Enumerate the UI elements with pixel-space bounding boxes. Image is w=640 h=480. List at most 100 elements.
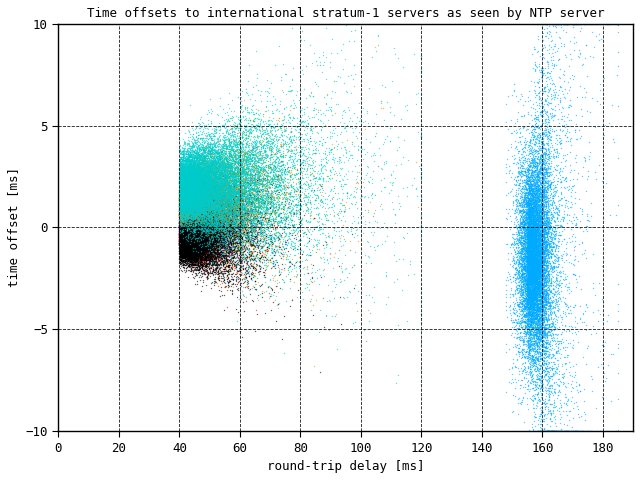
Point bbox=[529, 259, 539, 266]
Point bbox=[213, 156, 223, 164]
Point bbox=[177, 232, 187, 240]
Point bbox=[234, 193, 244, 201]
Point bbox=[528, 244, 538, 252]
Point bbox=[182, 198, 192, 206]
Point bbox=[543, 271, 553, 279]
Point bbox=[191, 221, 202, 228]
Point bbox=[196, 245, 206, 252]
Point bbox=[183, 229, 193, 237]
Point bbox=[540, 296, 550, 303]
Point bbox=[181, 237, 191, 244]
Point bbox=[180, 177, 191, 184]
Point bbox=[201, 188, 211, 196]
Point bbox=[532, 284, 542, 292]
Point bbox=[180, 190, 191, 197]
Point bbox=[186, 182, 196, 190]
Point bbox=[184, 194, 194, 202]
Point bbox=[180, 214, 190, 221]
Point bbox=[198, 240, 209, 248]
Point bbox=[510, 240, 520, 248]
Point bbox=[525, 276, 535, 284]
Point bbox=[554, 20, 564, 28]
Point bbox=[186, 210, 196, 218]
Point bbox=[175, 178, 185, 185]
Point bbox=[191, 244, 201, 252]
Point bbox=[186, 228, 196, 235]
Point bbox=[181, 180, 191, 187]
Point bbox=[200, 201, 211, 208]
Point bbox=[175, 235, 185, 242]
Point bbox=[188, 243, 198, 251]
Point bbox=[184, 236, 194, 244]
Point bbox=[184, 213, 195, 221]
Point bbox=[531, 255, 541, 263]
Point bbox=[190, 202, 200, 209]
Point bbox=[527, 197, 538, 205]
Point bbox=[205, 239, 215, 246]
Point bbox=[176, 217, 186, 225]
Point bbox=[177, 161, 187, 169]
Point bbox=[513, 159, 524, 167]
Point bbox=[202, 240, 212, 247]
Point bbox=[207, 244, 218, 252]
Point bbox=[520, 295, 531, 302]
Point bbox=[207, 208, 217, 216]
Point bbox=[212, 192, 222, 200]
Point bbox=[182, 208, 192, 216]
Point bbox=[212, 175, 223, 182]
Point bbox=[227, 213, 237, 221]
Point bbox=[181, 240, 191, 247]
Point bbox=[541, 267, 551, 275]
Point bbox=[200, 234, 211, 241]
Point bbox=[525, 311, 536, 319]
Point bbox=[543, 153, 554, 160]
Point bbox=[531, 263, 541, 270]
Point bbox=[220, 259, 230, 267]
Point bbox=[176, 241, 186, 249]
Point bbox=[188, 224, 198, 232]
Point bbox=[191, 181, 202, 189]
Point bbox=[524, 261, 534, 269]
Point bbox=[204, 226, 214, 234]
Point bbox=[564, 251, 575, 258]
Point bbox=[247, 170, 257, 178]
Point bbox=[519, 259, 529, 266]
Point bbox=[196, 170, 206, 178]
Point bbox=[202, 171, 212, 179]
Point bbox=[178, 232, 188, 240]
Point bbox=[179, 207, 189, 215]
Point bbox=[193, 199, 204, 207]
Point bbox=[274, 42, 284, 49]
Point bbox=[198, 240, 208, 247]
Point bbox=[529, 179, 540, 186]
Point bbox=[183, 164, 193, 171]
Point bbox=[209, 202, 220, 209]
Point bbox=[190, 246, 200, 253]
Point bbox=[536, 250, 547, 257]
Point bbox=[293, 224, 303, 232]
Point bbox=[223, 249, 233, 256]
Point bbox=[185, 173, 195, 181]
Point bbox=[179, 215, 189, 222]
Point bbox=[241, 148, 251, 156]
Point bbox=[177, 232, 187, 240]
Point bbox=[189, 179, 199, 187]
Point bbox=[219, 186, 229, 194]
Point bbox=[187, 230, 197, 238]
Point bbox=[228, 222, 239, 230]
Point bbox=[534, 248, 544, 256]
Point bbox=[194, 217, 204, 225]
Point bbox=[195, 187, 205, 194]
Point bbox=[194, 220, 204, 228]
Point bbox=[211, 228, 221, 235]
Point bbox=[233, 219, 243, 227]
Point bbox=[254, 152, 264, 159]
Point bbox=[194, 197, 204, 204]
Point bbox=[175, 247, 186, 255]
Point bbox=[207, 228, 218, 235]
Point bbox=[548, 199, 559, 207]
Point bbox=[198, 204, 208, 212]
Point bbox=[226, 239, 236, 247]
Point bbox=[519, 340, 529, 348]
Point bbox=[209, 253, 219, 261]
